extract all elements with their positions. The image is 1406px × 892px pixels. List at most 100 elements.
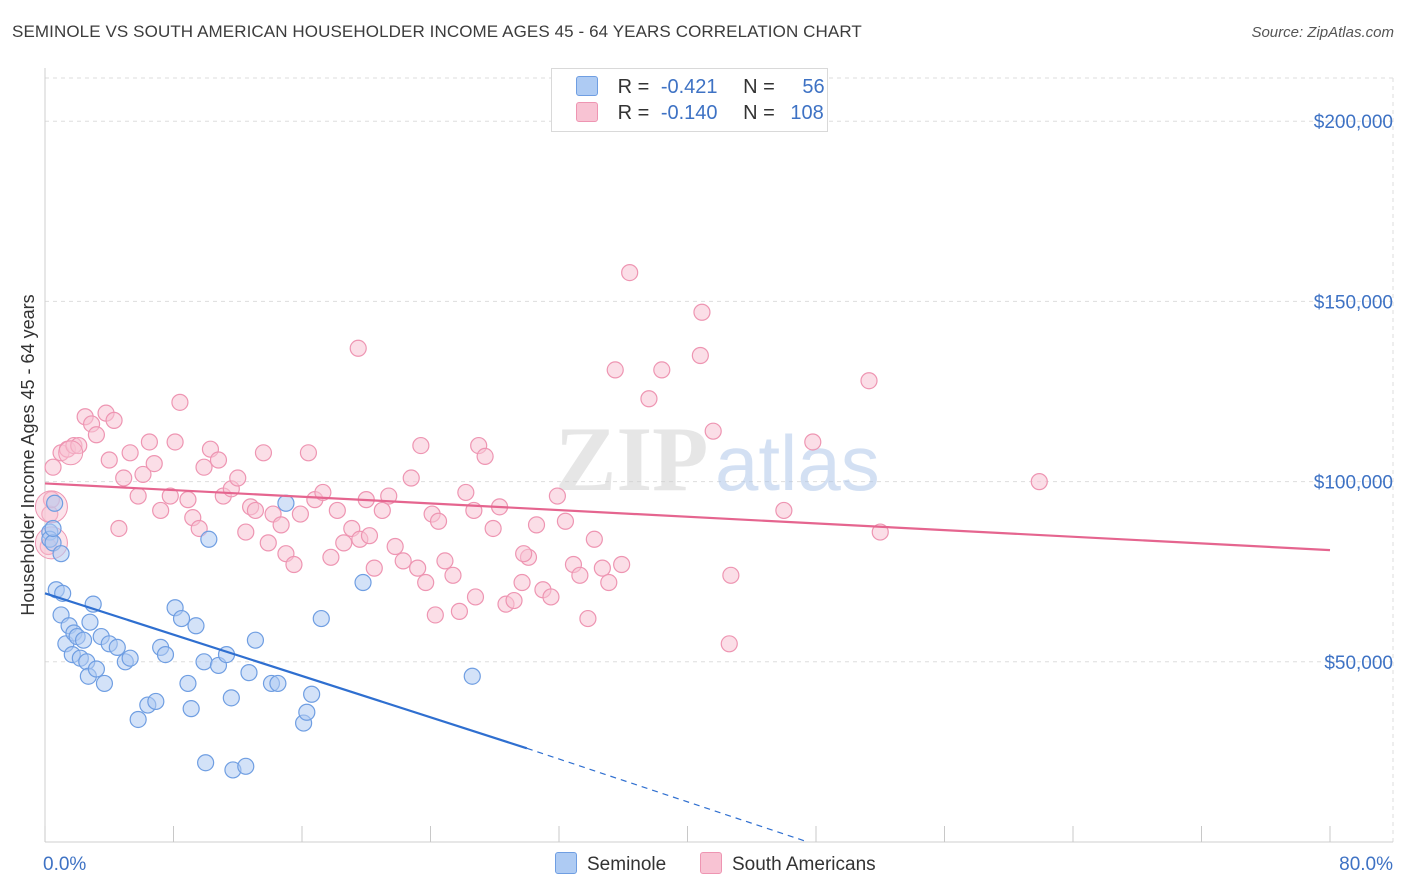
seminole-point [87, 660, 106, 678]
south-americans-point [871, 523, 889, 541]
seminole-point [277, 494, 295, 512]
south-americans-point [272, 516, 290, 534]
y-tick-label: $100,000 [1314, 473, 1393, 494]
south-americans-point [335, 534, 353, 552]
south-americans-point [100, 451, 118, 469]
y-tick-label: $150,000 [1314, 292, 1393, 313]
seminole-point [147, 692, 165, 711]
south-americans-point [166, 433, 184, 451]
south-americans-point [328, 501, 346, 520]
south-americans-point [444, 566, 462, 584]
bottom-legend-swatch-seminole [555, 852, 577, 874]
south-americans-point [171, 393, 189, 411]
south-americans-point [450, 602, 469, 620]
south-americans-point [860, 372, 878, 390]
south-americans-point [121, 444, 139, 462]
bottom-legend-label-seminole: Seminole [587, 854, 667, 875]
south-americans-point [299, 444, 318, 462]
seminole-point [312, 609, 330, 628]
legend-n-value: 56 [802, 76, 825, 98]
south-americans-point [513, 573, 531, 592]
legend-swatch-seminole [576, 76, 598, 96]
south-americans-point [621, 264, 639, 282]
south-americans-point [484, 519, 502, 538]
south-americans-point [804, 433, 822, 451]
south-americans-point [365, 559, 383, 577]
seminole-point [52, 545, 70, 563]
seminole-point [195, 653, 213, 671]
legend: R = -0.421 N = 56 R = -0.140 N = 108 [551, 68, 828, 132]
source-label: Source: ZipAtlas.com [1251, 24, 1394, 41]
south-americans-point [291, 505, 309, 523]
south-americans-point [360, 527, 379, 545]
south-americans-point [466, 588, 485, 606]
south-americans-point [140, 433, 159, 451]
south-americans-point [426, 606, 444, 624]
watermark-zip: ZIP [555, 408, 708, 510]
south-americans-point [457, 483, 475, 502]
y-tick-label: $200,000 [1314, 112, 1393, 133]
seminole-point [463, 667, 481, 685]
south-americans-trend-line [44, 482, 1331, 552]
south-americans-point [409, 559, 427, 577]
seminole-point [246, 631, 265, 649]
tick-labels: $50,000 $100,000 $150,000 $200,000 0.0% 80.0% [43, 112, 1393, 875]
south-americans-point [436, 552, 454, 570]
seminole-point [81, 613, 99, 631]
south-americans-point [402, 469, 420, 487]
seminole-point [237, 757, 255, 775]
seminole-point [197, 754, 215, 772]
south-americans-point [115, 469, 133, 487]
seminole-point [172, 609, 191, 628]
south-americans-point [548, 487, 566, 505]
south-americans-point [720, 635, 738, 653]
bottom-legend-swatch-south-americans [700, 852, 722, 874]
south-americans-point [412, 436, 430, 455]
seminole-point [129, 710, 147, 729]
south-americans-point [44, 458, 62, 476]
south-americans-point [161, 487, 179, 505]
y-tick-label: $50,000 [1324, 653, 1393, 674]
south-americans-point [246, 501, 265, 520]
south-americans-point [58, 440, 84, 466]
seminole-point [303, 685, 321, 703]
bottom-legend-seminole: Seminole [555, 852, 666, 876]
legend-r-label: R = [617, 102, 650, 124]
y-axis-title: Householder Income Ages 45 - 64 years [18, 294, 38, 615]
south-americans-point [542, 588, 560, 606]
legend-row-seminole: R = -0.421 N = 56 [576, 76, 825, 100]
axes [44, 68, 1393, 843]
south-americans-point [527, 516, 546, 534]
south-americans-point [640, 390, 658, 408]
seminole-point [74, 631, 93, 649]
seminole-point [44, 519, 62, 538]
watermark-atlas: atlas [715, 419, 880, 507]
south-americans-point [585, 530, 603, 548]
watermark: ZIP atlas [555, 408, 880, 510]
seminole-point [222, 689, 240, 707]
south-americans-point [110, 519, 128, 538]
seminole-point [182, 700, 200, 718]
south-americans-point [704, 422, 722, 440]
chart-title: SEMINOLE VS SOUTH AMERICAN HOUSEHOLDER I… [12, 22, 862, 41]
seminole-point [200, 530, 218, 548]
south-americans-point [579, 609, 597, 628]
south-americans-point [259, 534, 277, 552]
legend-n-value: 108 [790, 102, 824, 124]
south-americans-point [693, 303, 711, 321]
legend-row-south-americans: R = -0.140 N = 108 [576, 102, 824, 126]
south-americans-point [349, 339, 367, 357]
south-americans-point [254, 444, 273, 462]
seminole-trend-extension [526, 747, 809, 843]
south-americans-point [322, 548, 340, 566]
x-tick-label: 0.0% [43, 854, 86, 875]
legend-r-value: -0.421 [660, 76, 718, 98]
seminole-point [240, 664, 258, 682]
south-americans-point [152, 501, 170, 520]
south-americans-point [229, 469, 247, 487]
south-americans-point [600, 573, 618, 592]
seminole-point [156, 646, 175, 664]
seminole-points [41, 494, 481, 779]
south-americans-point [129, 487, 147, 505]
south-americans-point [209, 451, 228, 469]
